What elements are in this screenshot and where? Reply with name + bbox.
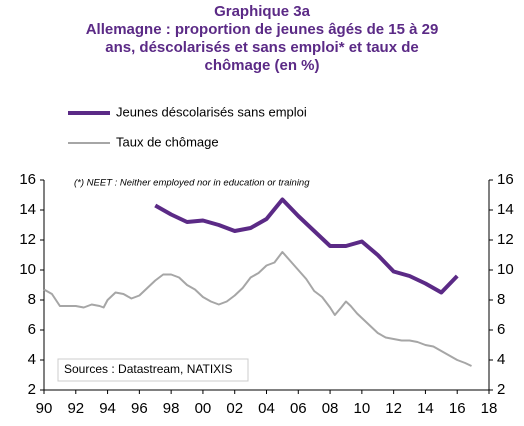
y2-tick-label: 4 (497, 351, 505, 368)
y-tick-label: 12 (19, 231, 36, 248)
x-tick-label: 16 (449, 400, 466, 417)
annotation: Sources : Datastream, NATIXIS (64, 362, 233, 376)
y2-tick-label: 2 (497, 381, 505, 398)
y-tick-label: 4 (28, 351, 36, 368)
y2-tick-label: 12 (497, 231, 514, 248)
annotation: (*) NEET : Neither employed nor in educa… (74, 178, 310, 189)
source-box (57, 358, 249, 382)
chart-title: ans, déscolarisés et sans emploi* et tau… (105, 39, 418, 56)
x-tick-label: 00 (195, 400, 212, 417)
x-tick-label: 18 (481, 400, 498, 417)
x-tick-label: 96 (131, 400, 148, 417)
chart-title: chômage (en %) (204, 57, 319, 74)
y-tick-label: 8 (28, 291, 36, 308)
x-tick-label: 94 (99, 400, 116, 417)
y-tick-label: 14 (19, 201, 36, 218)
x-tick-label: 92 (67, 400, 84, 417)
x-tick-label: 04 (258, 400, 275, 417)
y-tick-label: 16 (19, 171, 36, 188)
series-line (154, 197, 459, 295)
x-tick-label: 08 (322, 400, 339, 417)
y2-tick-label: 16 (497, 171, 514, 188)
y2-tick-label: 14 (497, 201, 514, 218)
y-tick-label: 6 (28, 321, 36, 338)
legend-label: Taux de chômage (116, 134, 219, 149)
y-tick-label: 2 (28, 381, 36, 398)
series-line (43, 251, 472, 367)
y2-tick-label: 8 (497, 291, 505, 308)
x-tick-label: 12 (385, 400, 402, 417)
chart-title: Allemagne : proportion de jeunes âgés de… (86, 21, 439, 38)
y-tick-label: 10 (19, 261, 36, 278)
chart-title: Graphique 3a (214, 3, 311, 20)
legend-label: Jeunes déscolarisés sans emploi (116, 104, 307, 119)
x-tick-label: 10 (354, 400, 371, 417)
x-tick-label: 98 (163, 400, 180, 417)
x-tick-label: 02 (226, 400, 243, 417)
x-tick-label: 14 (417, 400, 434, 417)
x-tick-label: 06 (290, 400, 307, 417)
y2-tick-label: 10 (497, 261, 514, 278)
y2-tick-label: 6 (497, 321, 505, 338)
x-tick-label: 90 (36, 400, 53, 417)
